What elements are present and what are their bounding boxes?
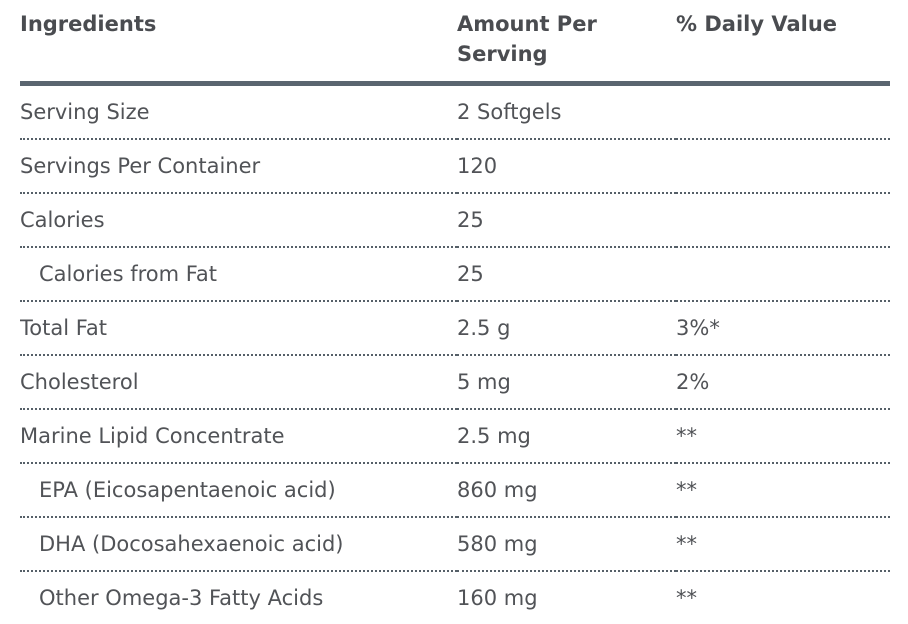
daily-value-cell: 3%* — [676, 301, 890, 356]
table-row-total-fat: Total Fat 2.5 g 3%* — [20, 301, 890, 356]
table-row-calories-from-fat: Calories from Fat 25 — [20, 247, 890, 302]
supplement-facts-table: Ingredients Amount Per Serving % Daily V… — [20, 0, 890, 624]
daily-value-cell — [676, 83, 890, 140]
amount-cell: 25 — [457, 247, 676, 302]
ingredient-cell: Total Fat — [20, 301, 457, 356]
daily-value-cell: ** — [676, 409, 890, 464]
ingredient-cell: Cholesterol — [20, 355, 457, 410]
column-header-amount-per-serving: Amount Per Serving — [457, 0, 676, 86]
ingredient-cell: Calories from Fat — [20, 247, 457, 302]
ingredient-cell: Calories — [20, 193, 457, 248]
ingredient-cell: DHA (Docosahexaenoic acid) — [20, 517, 457, 572]
table-header-row: Ingredients Amount Per Serving % Daily V… — [20, 0, 890, 86]
amount-cell: 160 mg — [457, 571, 676, 624]
amount-cell: 120 — [457, 139, 676, 194]
table-row-serving-size: Serving Size 2 Softgels — [20, 83, 890, 140]
amount-cell: 580 mg — [457, 517, 676, 572]
daily-value-cell — [676, 193, 890, 248]
daily-value-cell — [676, 139, 890, 194]
amount-cell: 860 mg — [457, 463, 676, 518]
table-row-marine-lipid-concentrate: Marine Lipid Concentrate 2.5 mg ** — [20, 409, 890, 464]
table-row-other-omega-3: Other Omega-3 Fatty Acids 160 mg ** — [20, 571, 890, 624]
amount-cell: 5 mg — [457, 355, 676, 410]
amount-cell: 2.5 g — [457, 301, 676, 356]
ingredient-cell: Other Omega-3 Fatty Acids — [20, 571, 457, 624]
column-header-daily-value: % Daily Value — [676, 0, 890, 86]
table-row-calories: Calories 25 — [20, 193, 890, 248]
daily-value-cell: ** — [676, 463, 890, 518]
daily-value-cell: 2% — [676, 355, 890, 410]
daily-value-cell: ** — [676, 517, 890, 572]
daily-value-cell — [676, 247, 890, 302]
table-row-epa: EPA (Eicosapentaenoic acid) 860 mg ** — [20, 463, 890, 518]
amount-cell: 25 — [457, 193, 676, 248]
table-row-servings-per-container: Servings Per Container 120 — [20, 139, 890, 194]
daily-value-cell: ** — [676, 571, 890, 624]
column-header-amount-label: Amount Per Serving — [457, 12, 597, 66]
amount-cell: 2.5 mg — [457, 409, 676, 464]
ingredient-cell: EPA (Eicosapentaenoic acid) — [20, 463, 457, 518]
ingredient-cell: Serving Size — [20, 83, 457, 140]
table-row-dha: DHA (Docosahexaenoic acid) 580 mg ** — [20, 517, 890, 572]
ingredient-cell: Marine Lipid Concentrate — [20, 409, 457, 464]
amount-cell: 2 Softgels — [457, 83, 676, 140]
table-row-cholesterol: Cholesterol 5 mg 2% — [20, 355, 890, 410]
column-header-ingredients: Ingredients — [20, 0, 457, 86]
ingredient-cell: Servings Per Container — [20, 139, 457, 194]
